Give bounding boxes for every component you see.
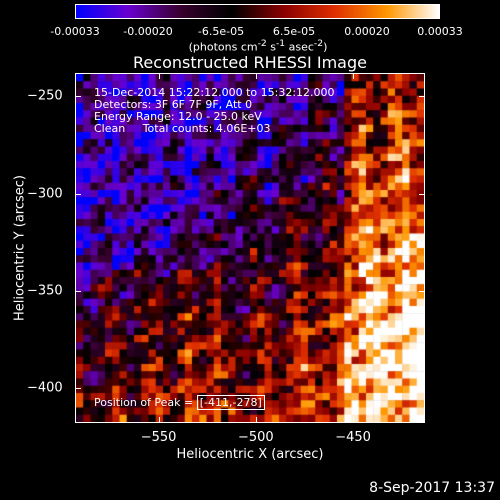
x-axis-label: Heliocentric X (arcsec) <box>176 447 324 462</box>
axis-tick-mark <box>75 96 81 98</box>
peak-label: Position of Peak = <box>94 396 197 409</box>
y-tick-label: −250 <box>27 88 63 104</box>
annotation-time-range: 15-Dec-2014 15:22:12.000 to 15:32:12.000 <box>94 86 335 99</box>
colorbar-tick-label: 6.5e-05 <box>272 25 316 38</box>
annotation-detectors: Detectors: 3F 6F 7F 9F, Att 0 <box>94 98 253 111</box>
axis-tick-mark <box>419 388 425 389</box>
axis-tick-mark <box>255 417 257 423</box>
axis-tick-mark <box>255 73 257 79</box>
axis-tick-mark <box>353 73 355 79</box>
axis-tick-mark <box>158 417 160 423</box>
axis-tick-mark <box>158 73 160 79</box>
y-axis-label: Heliocentric Y (arcsec) <box>12 175 28 321</box>
annotation-peak-position: Position of Peak = [-411,-278] <box>94 395 265 410</box>
axis-tick-mark <box>353 417 355 423</box>
colorbar-unit-label: (photons cm-2 s-1 asec-2) <box>188 38 328 54</box>
colorbar-tick-label: 0.00033 <box>417 25 463 38</box>
axis-tick-mark <box>419 193 425 195</box>
y-tick-label: −350 <box>27 283 63 299</box>
x-tick-label: −500 <box>237 430 274 445</box>
heatmap-plot-area <box>75 73 425 423</box>
annotation-clean-counts: Clean Total counts: 4.06E+03 <box>94 122 271 135</box>
colorbar <box>75 4 440 19</box>
axis-tick-mark <box>75 193 81 195</box>
axis-tick-mark <box>75 388 81 389</box>
colorbar-tick-label: -0.00033 <box>50 25 100 38</box>
x-tick-label: −450 <box>335 430 371 445</box>
x-tick-label: −550 <box>140 430 177 445</box>
timestamp: 8-Sep-2017 13:37 <box>369 480 495 496</box>
colorbar-tick-label: 0.00020 <box>344 25 390 38</box>
peak-value: [-411,-278] <box>196 395 265 410</box>
axis-tick-mark <box>75 290 81 292</box>
annotation-energy-range: Energy Range: 12.0 - 25.0 keV <box>94 110 262 123</box>
y-tick-label: −300 <box>27 186 63 202</box>
axis-tick-mark <box>419 290 425 292</box>
heatmap-image <box>76 74 424 422</box>
y-tick-label: −400 <box>27 380 63 396</box>
axis-tick-mark <box>419 96 425 98</box>
colorbar-tick-label: -6.5e-05 <box>197 25 245 38</box>
chart-title: Reconstructed RHESSI Image <box>133 53 367 72</box>
colorbar-tick-label: -0.00020 <box>123 25 173 38</box>
